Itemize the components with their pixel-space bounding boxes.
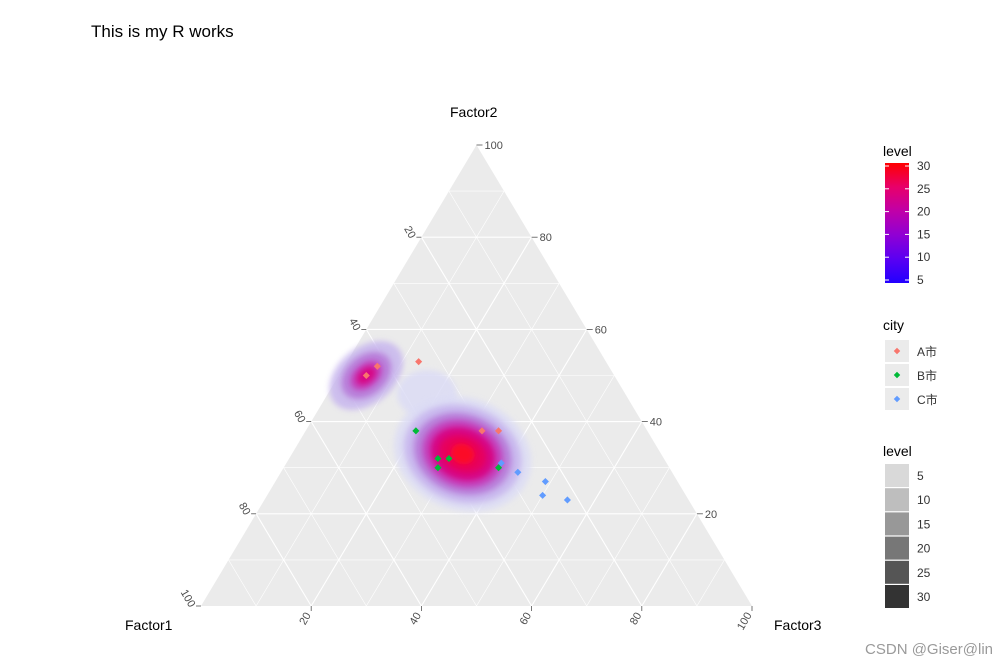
legend-point-icon xyxy=(893,395,901,403)
data-point xyxy=(497,459,505,467)
grid-line xyxy=(283,467,367,607)
tick-label-factor1: 80 xyxy=(236,501,253,518)
legend-alpha-label: 5 xyxy=(917,469,924,483)
tick-label-factor1: 40 xyxy=(346,316,363,333)
legend-alpha-item: 20 xyxy=(885,536,931,560)
chart-title: This is my R works xyxy=(91,22,234,41)
legend-alpha-item: 15 xyxy=(885,512,931,536)
density-contours xyxy=(329,341,532,512)
grid-line xyxy=(586,467,670,607)
legend-key xyxy=(885,585,909,608)
data-point xyxy=(495,427,503,435)
data-point xyxy=(445,454,453,463)
axis-title-right: Factor3 xyxy=(774,617,822,633)
legend-alpha-item: 5 xyxy=(885,464,924,487)
legend-key xyxy=(885,512,909,536)
legend-alpha-item: 30 xyxy=(885,585,931,608)
grid-line xyxy=(531,421,643,607)
legend-fill-colorbar xyxy=(885,163,909,283)
legend-alpha-label: 15 xyxy=(917,517,931,531)
data-point xyxy=(478,427,486,435)
legend-city-title: city xyxy=(883,317,904,333)
data-points xyxy=(362,358,571,504)
legend-key xyxy=(885,488,909,512)
legend-key xyxy=(885,560,909,584)
grid-line xyxy=(338,375,477,607)
legend-fill-label: 10 xyxy=(917,250,931,264)
legend-city-label: C市 xyxy=(917,392,938,407)
legend-alpha-item: 25 xyxy=(885,560,931,584)
data-point xyxy=(412,427,420,435)
tick-label-factor3: 60 xyxy=(518,611,535,628)
tick-label-factor1: 100 xyxy=(178,588,198,610)
data-point xyxy=(514,468,522,476)
legend-fill: level 30 25 20 15 10 5 xyxy=(883,143,931,287)
tick-label-factor3: 40 xyxy=(407,611,424,628)
grid-line xyxy=(476,375,615,607)
legend-city-item: A市 xyxy=(885,340,937,362)
legend-fill-label: 20 xyxy=(917,205,931,219)
tick-label-factor2: 60 xyxy=(595,324,607,336)
grid-line xyxy=(641,513,698,607)
legend-alpha-label: 20 xyxy=(917,542,931,556)
tick-label-factor3: 100 xyxy=(735,611,755,633)
tick-label-factor2: 100 xyxy=(485,140,503,152)
tick-label-factor2: 80 xyxy=(540,232,552,244)
tick-label-factor2: 40 xyxy=(650,417,662,429)
axis-title-top: Factor2 xyxy=(450,104,498,120)
legend-city-label: A市 xyxy=(917,344,937,359)
legend-alpha-label: 10 xyxy=(917,493,931,507)
legend-fill-label: 5 xyxy=(917,273,924,287)
legend-city: city A市 B市 C市 xyxy=(883,317,938,410)
legend-colorbar xyxy=(885,163,909,283)
legend-key xyxy=(885,536,909,560)
legend-alpha-label: 30 xyxy=(917,590,931,604)
legend-fill-label: 25 xyxy=(917,182,931,196)
legend-fill-labels: 30 25 20 15 10 5 xyxy=(885,159,931,287)
watermark: CSDN @Giser@lin xyxy=(865,641,993,658)
tick-label-factor3: 80 xyxy=(628,611,645,628)
legend-alpha-item: 10 xyxy=(885,488,931,512)
data-point xyxy=(541,477,549,486)
legend-alpha: level 5 10 15 20 25 30 xyxy=(883,443,931,608)
legend-alpha-label: 25 xyxy=(917,566,931,580)
data-point xyxy=(563,496,571,504)
legend-fill-label: 30 xyxy=(917,159,931,173)
data-point xyxy=(539,491,547,499)
data-point xyxy=(415,358,423,366)
tick-label-factor1: 20 xyxy=(401,224,418,241)
data-point xyxy=(434,454,442,463)
axis-title-left: Factor1 xyxy=(125,617,173,633)
legend-city-label: B市 xyxy=(917,368,937,383)
legend-city-item: C市 xyxy=(885,388,938,410)
tick-label-factor3: 20 xyxy=(297,611,314,628)
density-contour xyxy=(450,443,475,465)
grid-line xyxy=(448,190,698,607)
grid-line xyxy=(310,421,422,607)
data-point xyxy=(495,464,503,472)
legend-alpha-title: level xyxy=(883,443,912,459)
tick-label-factor1: 60 xyxy=(291,408,308,425)
tick-label-factor2: 20 xyxy=(705,509,717,521)
legend-city-item: B市 xyxy=(885,364,937,386)
grid-line xyxy=(255,513,312,607)
data-point xyxy=(362,371,370,380)
data-point xyxy=(373,362,381,370)
legend-point-icon xyxy=(893,371,901,379)
legend-fill-label: 15 xyxy=(917,227,931,241)
data-point xyxy=(434,464,442,472)
legend-point-icon xyxy=(893,347,901,355)
legend-key xyxy=(885,464,909,487)
grid-line xyxy=(696,559,725,607)
legend-fill-title: level xyxy=(883,143,912,159)
grid-line xyxy=(228,559,257,607)
